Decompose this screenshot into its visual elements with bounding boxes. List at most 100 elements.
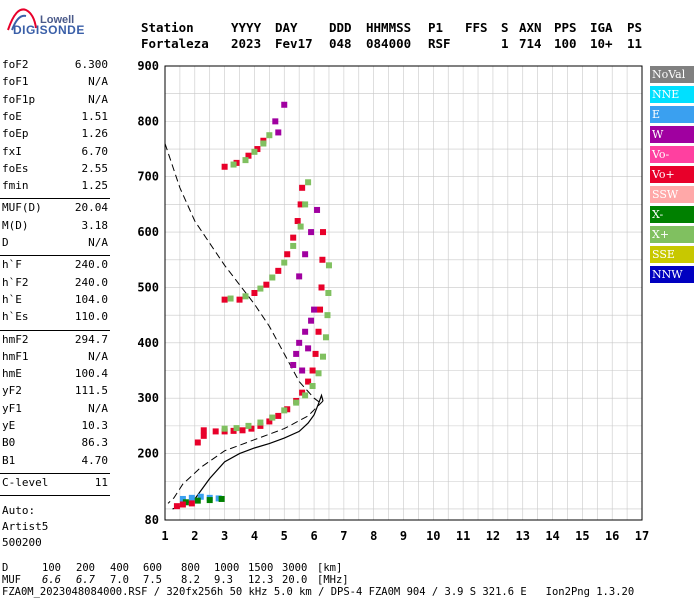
param-separator (0, 198, 110, 200)
x-tick-label: 8 (370, 529, 377, 543)
footer-value: 9.3 (214, 574, 233, 586)
footer-value: 12.3 (248, 574, 274, 586)
legend-item-vo-: Vo+ (650, 166, 694, 183)
footer-value: [MHz] (317, 574, 349, 586)
param-row: fxI 6.70 (2, 145, 108, 161)
trace-point (305, 378, 312, 385)
trace-multi-hop-3f-x (230, 132, 273, 168)
trace-point (302, 328, 309, 335)
param-value: 111.5 (74, 384, 108, 398)
param-name: h`Es (2, 310, 29, 324)
trace-point (272, 118, 279, 125)
header-row1-cell: Station (141, 20, 194, 35)
legend-item-w: W (650, 126, 694, 143)
param-row: foE 1.51 (2, 110, 108, 126)
x-tick-label: 14 (545, 529, 559, 543)
x-tick-label: 4 (251, 529, 258, 543)
trace-point (200, 427, 207, 434)
plot-frame (164, 65, 643, 521)
legend-item-nnw: NNW (650, 266, 694, 283)
header-row1-cell: DDD (329, 20, 352, 35)
trace-point (212, 428, 219, 435)
trace-point (299, 367, 306, 374)
trace-point (290, 242, 297, 249)
header-row1-cell: S (501, 20, 509, 35)
grid (164, 65, 643, 520)
x-tick-label: 11 (456, 529, 470, 543)
trace-multi-hop-2f-x (227, 179, 312, 302)
trace-point (251, 290, 258, 296)
trace-point (308, 317, 315, 324)
param-value: 2.55 (81, 161, 109, 175)
legend-item-ssw: SSW (650, 186, 694, 203)
trace-point (315, 328, 322, 335)
header-row2-cell: Fortaleza (141, 36, 209, 51)
header-row1-cell: DAY (275, 20, 298, 35)
header-row1-cell: AXN (519, 20, 542, 35)
param-name: foE (2, 109, 22, 123)
param-name: B0 (2, 436, 16, 450)
x-tick-label: 5 (281, 529, 288, 543)
footer-value: 1500 (248, 562, 274, 574)
footer-value: 400 (110, 562, 129, 574)
param-value: 20.04 (74, 201, 108, 215)
header-row2-cell: 10+ (590, 36, 613, 51)
trace-point (290, 361, 297, 368)
trace-point (257, 422, 264, 429)
trace-point (324, 312, 331, 319)
trace-point (275, 412, 282, 419)
param-name: B1 (2, 453, 16, 467)
trace-point (299, 184, 306, 191)
header-row2-cell: 048 (329, 36, 352, 51)
footer-value: 3000 (282, 562, 308, 574)
trace-point (294, 218, 301, 225)
param-row: fmin 1.25 (2, 179, 108, 195)
legend-item-sse: SSE (650, 246, 694, 263)
ionogram-chart: 1 2 3 4 5 6 7 8 9 10 11 12 13 14 15 16 17802003004005006… (137, 59, 649, 543)
trace-point (302, 201, 309, 208)
legend-item-e: E (650, 106, 694, 123)
param-name: hmF1 (2, 349, 29, 363)
trace-x-trace-f2 (221, 262, 332, 432)
param-value: 1.51 (81, 109, 109, 123)
y-tick-label: 80 (145, 513, 159, 527)
trace-point (325, 262, 332, 269)
trace-point (260, 140, 267, 147)
logo-digisonde: DIGISONDE (13, 23, 85, 37)
header-row1-cell: FFS (465, 20, 488, 35)
param-name: fxI (2, 144, 22, 158)
param-value: 86.3 (81, 436, 109, 450)
x-tick-label: 12 (486, 529, 500, 543)
param-row: hmE 100.4 (2, 367, 108, 383)
header-row2-cell: Fev17 (275, 36, 313, 51)
trace-point (320, 229, 327, 236)
trace-point (266, 418, 273, 425)
param-value: N/A (88, 92, 108, 106)
trace-point (266, 132, 273, 139)
trace-point (242, 157, 249, 164)
param-value: 110.0 (74, 310, 108, 324)
param-row: h`F2 240.0 (2, 276, 108, 292)
footer-value: 6.7 (76, 574, 95, 586)
trace-point (312, 350, 319, 357)
trace-point (230, 161, 237, 168)
trace-point (257, 285, 264, 292)
param-value: 1.26 (81, 127, 109, 141)
param-row: foF2 6.300 (2, 58, 108, 74)
trace-point (245, 152, 252, 159)
y-tick-label: 600 (137, 225, 159, 239)
logo-lowell: Lowell (40, 14, 75, 26)
header-row1-cell: IGA (590, 20, 613, 35)
param-row: h`E 104.0 (2, 293, 108, 309)
header-row1-cell: P1 (428, 20, 444, 35)
param-row: foEs 2.55 (2, 162, 108, 178)
x-tick-label: 16 (605, 529, 619, 543)
profile-solid-line (172, 393, 324, 510)
x-tick-label: 2 (191, 529, 198, 543)
param-name: yF1 (2, 401, 22, 415)
trace-point (281, 407, 288, 414)
trace-point (305, 179, 312, 186)
trace-point (236, 296, 243, 303)
param-value: 6.70 (81, 144, 109, 158)
trace-point (242, 293, 249, 300)
